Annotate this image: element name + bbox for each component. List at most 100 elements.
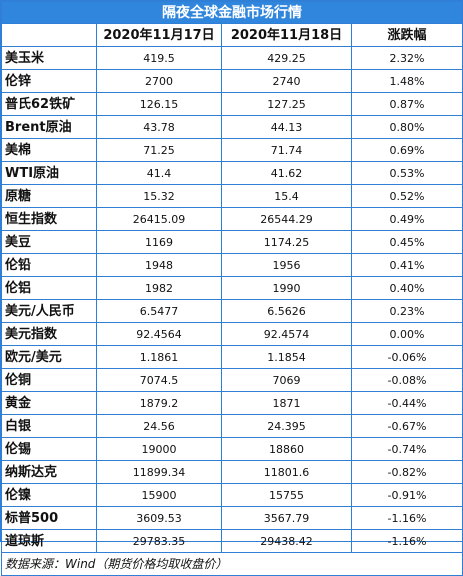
row-value-date-2: 1.1854: [221, 345, 352, 369]
row-change: 0.80%: [351, 115, 463, 139]
row-value-date-2: 1990: [221, 276, 352, 300]
table-row: 欧元/美元 1.1861 1.1854 -0.06%: [1, 345, 463, 369]
row-change: 1.48%: [351, 69, 463, 93]
table-row: 伦铅 1948 1956 0.41%: [1, 253, 463, 277]
row-change: 0.69%: [351, 138, 463, 162]
row-name: 美元指数: [1, 322, 97, 346]
header-date-2: 2020年11月18日: [221, 23, 352, 47]
table-row: 美棉 71.25 71.74 0.69%: [1, 138, 463, 162]
row-change: 0.45%: [351, 230, 463, 254]
row-change: 0.52%: [351, 184, 463, 208]
row-value-date-1: 7074.5: [96, 368, 222, 392]
row-value-date-2: 127.25: [221, 92, 352, 116]
table-row: 美元指数 92.4564 92.4574 0.00%: [1, 322, 463, 346]
row-value-date-1: 1879.2: [96, 391, 222, 415]
row-value-date-2: 7069: [221, 368, 352, 392]
table-row: 伦镍 15900 15755 -0.91%: [1, 483, 463, 507]
table-row: 伦锡 19000 18860 -0.74%: [1, 437, 463, 461]
row-value-date-1: 1.1861: [96, 345, 222, 369]
row-name: 普氏62铁矿: [1, 92, 97, 116]
row-change: 0.49%: [351, 207, 463, 231]
row-name: 伦锡: [1, 437, 97, 461]
row-change: -1.16%: [351, 506, 463, 530]
row-change: -0.82%: [351, 460, 463, 484]
row-value-date-2: 1871: [221, 391, 352, 415]
header-date-1: 2020年11月17日: [96, 23, 222, 47]
row-name: 道琼斯: [1, 529, 97, 553]
row-value-date-2: 15755: [221, 483, 352, 507]
row-value-date-2: 11801.6: [221, 460, 352, 484]
row-name: 恒生指数: [1, 207, 97, 231]
table-row: 道琼斯 29783.35 29438.42 -1.16%: [1, 529, 463, 553]
table-row: WTI原油 41.4 41.62 0.53%: [1, 161, 463, 185]
row-value-date-2: 92.4574: [221, 322, 352, 346]
row-name: 伦镍: [1, 483, 97, 507]
row-value-date-1: 71.25: [96, 138, 222, 162]
row-value-date-1: 1982: [96, 276, 222, 300]
row-value-date-2: 3567.79: [221, 506, 352, 530]
footer-row: 数据来源：Wind（期货价格均取收盘价）: [1, 552, 463, 576]
row-value-date-1: 1169: [96, 230, 222, 254]
table-title: 隔夜全球金融市场行情: [1, 1, 463, 24]
row-change: 0.00%: [351, 322, 463, 346]
row-value-date-2: 6.5626: [221, 299, 352, 323]
row-change: 0.40%: [351, 276, 463, 300]
row-name: 美豆: [1, 230, 97, 254]
data-source-note: 数据来源：Wind（期货价格均取收盘价）: [1, 552, 463, 576]
title-row: 隔夜全球金融市场行情: [1, 1, 463, 24]
row-value-date-2: 1956: [221, 253, 352, 277]
row-name: 纳斯达克: [1, 460, 97, 484]
table-row: 原糖 15.32 15.4 0.52%: [1, 184, 463, 208]
row-name: 美元/人民币: [1, 299, 97, 323]
row-name: 标普500: [1, 506, 97, 530]
row-value-date-2: 71.74: [221, 138, 352, 162]
row-value-date-1: 2700: [96, 69, 222, 93]
table-row: 伦铝 1982 1990 0.40%: [1, 276, 463, 300]
row-value-date-1: 26415.09: [96, 207, 222, 231]
row-value-date-1: 92.4564: [96, 322, 222, 346]
row-change: -0.74%: [351, 437, 463, 461]
row-value-date-1: 1948: [96, 253, 222, 277]
row-change: -0.44%: [351, 391, 463, 415]
table-row: 黄金 1879.2 1871 -0.44%: [1, 391, 463, 415]
row-value-date-1: 11899.34: [96, 460, 222, 484]
row-value-date-1: 126.15: [96, 92, 222, 116]
row-name: Brent原油: [1, 115, 97, 139]
row-name: 黄金: [1, 391, 97, 415]
row-value-date-2: 1174.25: [221, 230, 352, 254]
row-value-date-1: 3609.53: [96, 506, 222, 530]
row-change: -0.91%: [351, 483, 463, 507]
row-change: 0.41%: [351, 253, 463, 277]
table-row: 美豆 1169 1174.25 0.45%: [1, 230, 463, 254]
row-value-date-1: 43.78: [96, 115, 222, 139]
row-value-date-2: 29438.42: [221, 529, 352, 553]
table-row: 白银 24.56 24.395 -0.67%: [1, 414, 463, 438]
table-row: 普氏62铁矿 126.15 127.25 0.87%: [1, 92, 463, 116]
row-name: 伦铅: [1, 253, 97, 277]
table-row: 伦锌 2700 2740 1.48%: [1, 69, 463, 93]
row-name: 美棉: [1, 138, 97, 162]
row-change: 0.87%: [351, 92, 463, 116]
row-value-date-1: 15900: [96, 483, 222, 507]
row-value-date-2: 2740: [221, 69, 352, 93]
row-value-date-2: 15.4: [221, 184, 352, 208]
row-name: 伦锌: [1, 69, 97, 93]
row-change: 2.32%: [351, 46, 463, 70]
table-row: 恒生指数 26415.09 26544.29 0.49%: [1, 207, 463, 231]
table-row: 纳斯达克 11899.34 11801.6 -0.82%: [1, 460, 463, 484]
header-row: 2020年11月17日 2020年11月18日 涨跌幅: [1, 23, 463, 47]
table-row: 标普500 3609.53 3567.79 -1.16%: [1, 506, 463, 530]
row-change: -0.08%: [351, 368, 463, 392]
row-name: 美玉米: [1, 46, 97, 70]
row-name: 伦铝: [1, 276, 97, 300]
row-value-date-1: 29783.35: [96, 529, 222, 553]
table-row: Brent原油 43.78 44.13 0.80%: [1, 115, 463, 139]
row-name: 伦铜: [1, 368, 97, 392]
row-name: WTI原油: [1, 161, 97, 185]
row-value-date-1: 41.4: [96, 161, 222, 185]
header-name: [1, 23, 97, 47]
row-change: -0.06%: [351, 345, 463, 369]
table-row: 美玉米 419.5 429.25 2.32%: [1, 46, 463, 70]
